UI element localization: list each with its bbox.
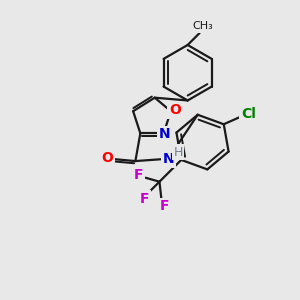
Text: H: H (173, 146, 183, 159)
Text: O: O (102, 151, 114, 165)
Text: O: O (169, 103, 181, 117)
Text: F: F (160, 200, 169, 214)
Text: Cl: Cl (241, 107, 256, 121)
Text: N: N (162, 152, 174, 166)
Text: F: F (140, 191, 149, 206)
Text: F: F (134, 168, 143, 182)
Text: N: N (159, 127, 170, 141)
Text: CH₃: CH₃ (192, 21, 213, 31)
